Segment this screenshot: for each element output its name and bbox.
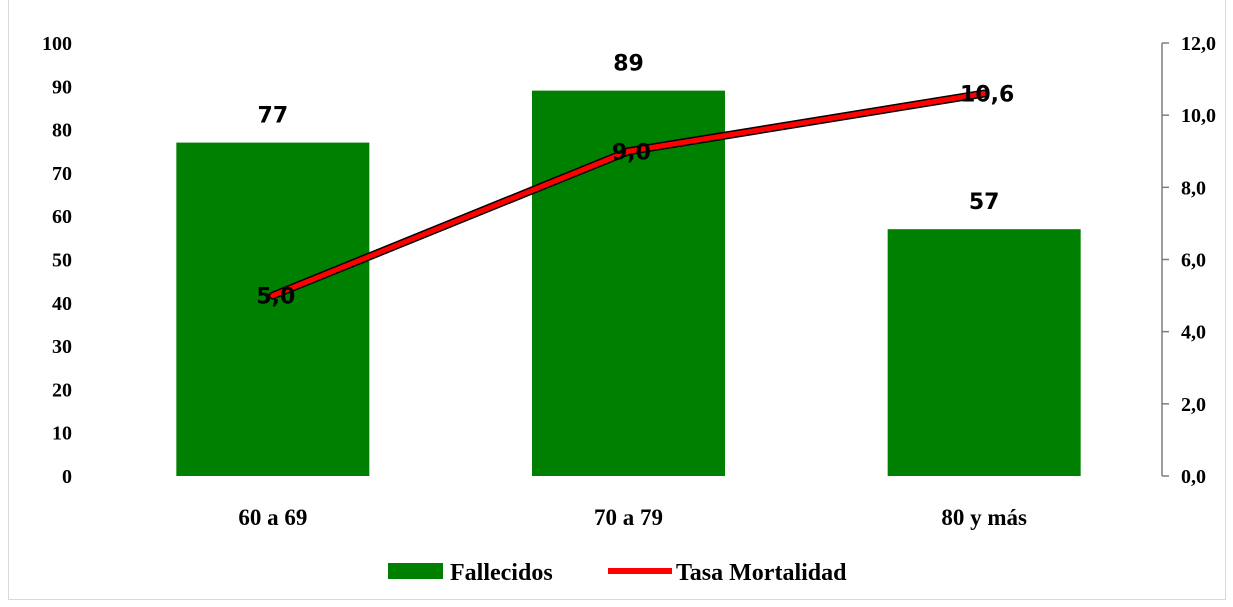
bar [887, 229, 1081, 476]
line-point [270, 293, 276, 299]
bar-data-label: 57 [969, 190, 1000, 215]
left-tick-label: 50 [52, 250, 72, 272]
category-label: 80 y más [941, 505, 1027, 530]
right-tick-label: 6,0 [1181, 250, 1206, 272]
left-tick-label: 20 [52, 379, 72, 401]
left-tick-label: 0 [62, 466, 72, 488]
right-y-axis: 0,0 2,0 4,0 6,0 8,0 10,0 12,0 [1161, 33, 1216, 488]
chart-frame [8, 0, 1226, 600]
category-axis: 60 a 69 70 a 79 80 y más [238, 505, 1027, 530]
legend: Fallecidos Tasa Mortalidad [388, 560, 847, 586]
right-tick-label: 0,0 [1181, 466, 1206, 488]
left-tick-label: 70 [52, 163, 72, 185]
right-tick-label: 4,0 [1181, 322, 1206, 344]
right-tick-label: 12,0 [1181, 33, 1216, 55]
line-data-label: 10,6 [960, 83, 1014, 108]
left-tick-label: 90 [52, 76, 72, 98]
left-y-axis: 0 10 20 30 40 50 60 70 80 90 100 [42, 33, 72, 488]
left-tick-label: 80 [52, 120, 72, 142]
left-tick-label: 30 [52, 336, 72, 358]
data-labels: 77 89 57 5,0 9,0 10,6 [256, 52, 1014, 310]
bar-data-label: 89 [613, 52, 644, 77]
line-data-label: 9,0 [612, 140, 651, 165]
legend-label: Tasa Mortalidad [676, 560, 847, 586]
right-tick-label: 10,0 [1181, 105, 1216, 127]
right-tick-label: 2,0 [1181, 394, 1206, 416]
left-tick-label: 60 [52, 206, 72, 228]
category-label: 60 a 69 [238, 505, 307, 530]
left-tick-label: 10 [52, 423, 72, 445]
line-point [981, 91, 987, 97]
bar-data-label: 77 [258, 104, 289, 129]
line-data-label: 5,0 [256, 285, 295, 310]
line-series-tasa-mortalidad [268, 89, 989, 300]
legend-swatch-bar [388, 563, 443, 579]
legend-label: Fallecidos [450, 560, 553, 586]
bar [176, 142, 370, 476]
category-label: 70 a 79 [594, 505, 663, 530]
left-tick-label: 40 [52, 293, 72, 315]
left-tick-label: 100 [42, 33, 72, 55]
right-tick-label: 8,0 [1181, 177, 1206, 199]
line-point [626, 148, 631, 154]
bar-series-fallecidos [176, 90, 1081, 476]
